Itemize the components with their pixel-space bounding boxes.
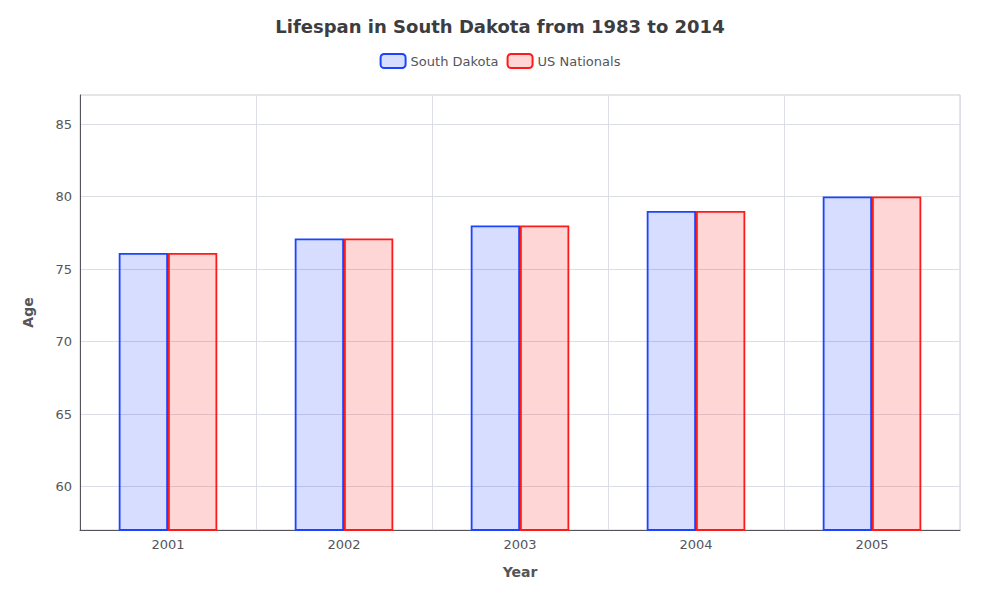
svg-text:2004: 2004 xyxy=(679,537,712,552)
svg-text:2005: 2005 xyxy=(855,537,888,552)
svg-text:70: 70 xyxy=(55,334,72,349)
svg-text:85: 85 xyxy=(55,117,72,132)
svg-text:South Dakota: South Dakota xyxy=(411,54,499,69)
svg-text:2003: 2003 xyxy=(503,537,536,552)
svg-text:60: 60 xyxy=(55,479,72,494)
svg-text:2002: 2002 xyxy=(327,537,360,552)
svg-text:US Nationals: US Nationals xyxy=(538,54,621,69)
svg-text:2001: 2001 xyxy=(151,537,184,552)
svg-text:Year: Year xyxy=(502,564,538,580)
svg-text:80: 80 xyxy=(55,189,72,204)
svg-text:75: 75 xyxy=(55,262,72,277)
svg-text:Lifespan in South Dakota from: Lifespan in South Dakota from 1983 to 20… xyxy=(275,16,724,37)
svg-text:Age: Age xyxy=(20,297,36,327)
svg-text:65: 65 xyxy=(55,407,72,422)
